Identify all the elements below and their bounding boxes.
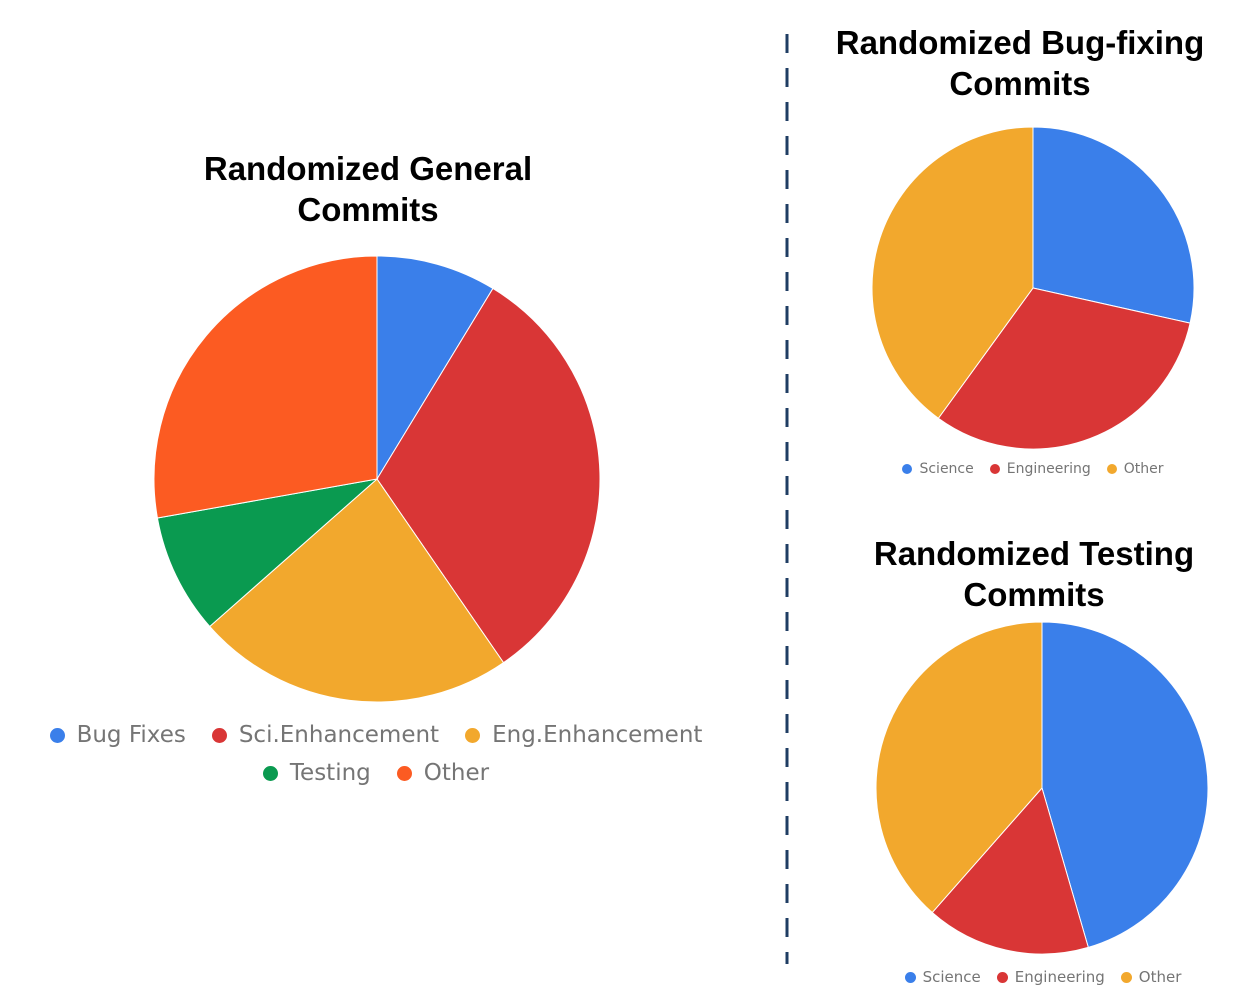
legend-item-other: Other <box>1106 461 1164 477</box>
legend-item-engineering: Engineering <box>989 461 1091 477</box>
legend-swatch <box>1120 971 1132 983</box>
chart-legend: Bug Fixes Sci.Enhancement Eng.Enhancement T… <box>0 722 752 786</box>
chart-legend: Science Engineering Other <box>871 461 1195 477</box>
legend-swatch <box>989 464 1000 474</box>
legend-item-science: Science <box>902 461 974 477</box>
pie-slice-testing <box>156 478 379 628</box>
pie-slice-science <box>1041 621 1209 949</box>
legend-swatch <box>49 727 65 743</box>
chart-title-line: Commits <box>949 65 1091 103</box>
legend-label: Science <box>922 968 981 986</box>
legend-swatch <box>1106 464 1117 474</box>
pie-slice-sci-enhancement <box>376 287 601 664</box>
pie-slice-science <box>1032 126 1195 324</box>
chart-title-line: Commits <box>297 191 439 229</box>
legend-item-sci-enhancement: Sci.Enhancement <box>211 722 440 748</box>
pie-chart <box>871 126 1195 450</box>
legend-item-bug-fixes: Bug Fixes <box>49 722 186 748</box>
chart-legend: Science Engineering Other <box>876 968 1210 986</box>
legend-swatch <box>904 971 916 983</box>
legend-swatch <box>902 464 913 474</box>
chart-title: Randomized Bug-fixing Commits <box>820 22 1220 105</box>
chart-title-line: Randomized General <box>203 150 533 187</box>
legend-label: Other <box>1123 461 1164 477</box>
legend-label: Testing <box>289 760 371 786</box>
pie-slice-eng-enhancement <box>209 478 505 703</box>
chart-title-line: Commits <box>963 576 1105 614</box>
legend-swatch <box>996 971 1008 983</box>
legend-swatch <box>262 765 278 781</box>
chart-title: Randomized Testing Commits <box>834 533 1234 616</box>
legend-item-science: Science <box>904 968 981 986</box>
pie-slice-other <box>871 126 1034 419</box>
section-divider <box>785 34 789 964</box>
pie-slice-engineering <box>937 287 1191 450</box>
pie-chart <box>875 621 1209 955</box>
legend-label: Other <box>423 760 490 786</box>
legend-swatch <box>465 727 481 743</box>
chart-title-line: Randomized Testing <box>873 535 1195 572</box>
pie-slice-engineering <box>931 786 1089 955</box>
pie-slice-bug-fixes <box>376 255 494 481</box>
legend-swatch <box>211 727 227 743</box>
legend-label: Engineering <box>1006 461 1091 477</box>
legend-swatch <box>396 765 412 781</box>
pie-slice-other <box>875 621 1043 914</box>
legend-item-engineering: Engineering <box>996 968 1105 986</box>
chart-title-line: Randomized Bug-fixing <box>835 24 1205 61</box>
legend-label: Bug Fixes <box>76 722 186 748</box>
legend-label: Engineering <box>1014 968 1105 986</box>
legend-label: Science <box>919 461 974 477</box>
legend-item-other: Other <box>1120 968 1182 986</box>
pie-slice-other <box>153 255 378 519</box>
chart-title: Randomized General Commits <box>168 148 568 231</box>
legend-item-testing: Testing <box>262 760 371 786</box>
legend-label: Sci.Enhancement <box>238 722 440 748</box>
legend-item-eng-enhancement: Eng.Enhancement <box>465 722 702 748</box>
legend-label: Other <box>1138 968 1182 986</box>
legend-item-other: Other <box>396 760 490 786</box>
legend-label: Eng.Enhancement <box>492 722 703 748</box>
pie-chart <box>153 255 601 703</box>
divider-line <box>785 34 789 964</box>
